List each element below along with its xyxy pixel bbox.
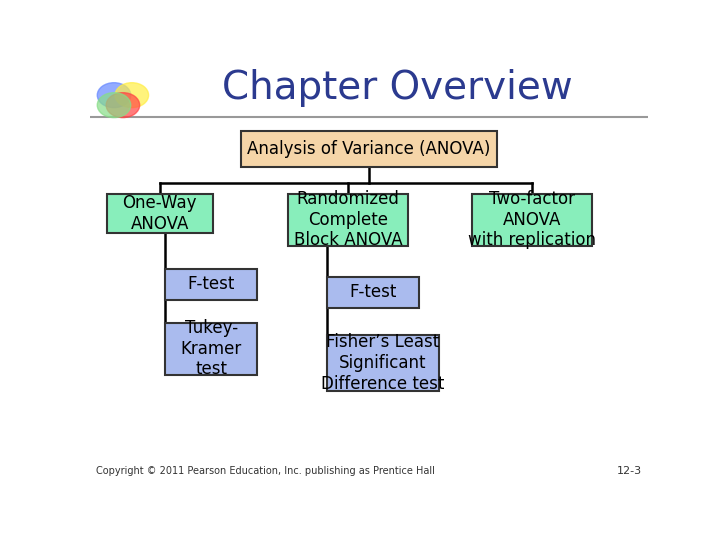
Text: Copyright © 2011 Pearson Education, Inc. publishing as Prentice Hall: Copyright © 2011 Pearson Education, Inc.… <box>96 465 434 476</box>
Text: Tukey-
Kramer
test: Tukey- Kramer test <box>181 319 242 379</box>
Text: 12-3: 12-3 <box>617 465 642 476</box>
FancyBboxPatch shape <box>288 194 408 246</box>
Circle shape <box>97 83 131 107</box>
Text: F-test: F-test <box>188 275 235 293</box>
Circle shape <box>106 93 140 118</box>
Text: F-test: F-test <box>349 284 397 301</box>
Text: Analysis of Variance (ANOVA): Analysis of Variance (ANOVA) <box>247 140 491 158</box>
FancyBboxPatch shape <box>107 194 213 233</box>
FancyBboxPatch shape <box>327 277 419 308</box>
FancyBboxPatch shape <box>166 268 258 300</box>
Text: Fisher’s Least
Significant
Difference test: Fisher’s Least Significant Difference te… <box>321 333 445 393</box>
Text: One-Way
ANOVA: One-Way ANOVA <box>122 194 197 233</box>
FancyBboxPatch shape <box>327 335 438 391</box>
Text: Chapter Overview: Chapter Overview <box>222 69 572 107</box>
Circle shape <box>115 83 148 107</box>
Circle shape <box>97 93 131 118</box>
Text: Two-factor
ANOVA
with replication: Two-factor ANOVA with replication <box>468 190 596 249</box>
Text: Randomized
Complete
Block ANOVA: Randomized Complete Block ANOVA <box>294 190 402 249</box>
FancyBboxPatch shape <box>472 194 593 246</box>
FancyBboxPatch shape <box>240 131 498 167</box>
FancyBboxPatch shape <box>166 322 258 375</box>
